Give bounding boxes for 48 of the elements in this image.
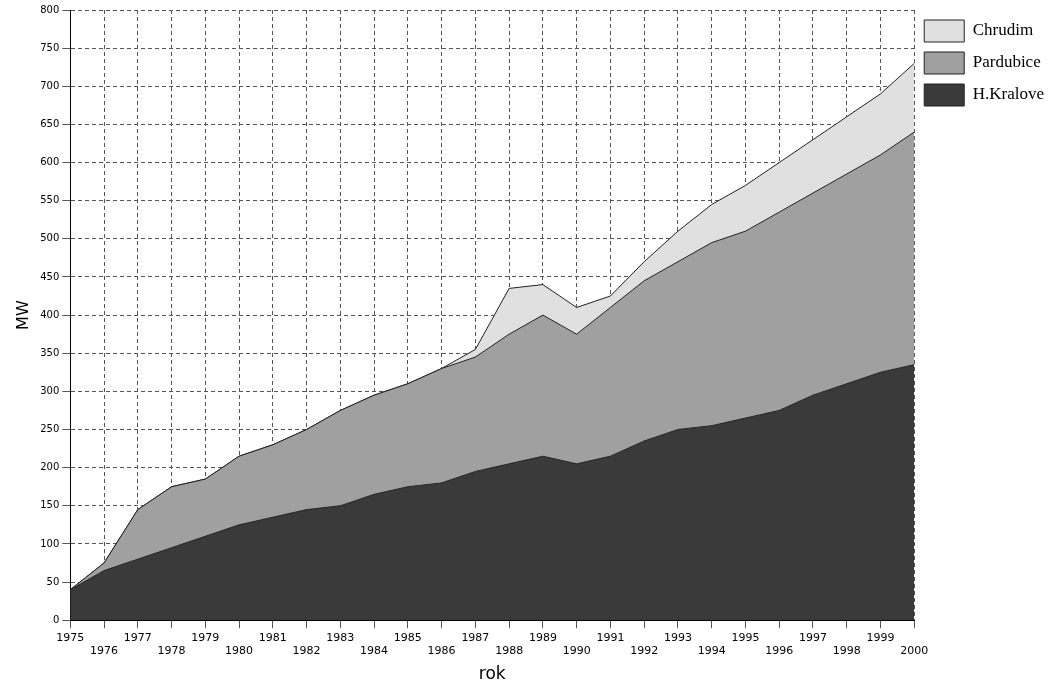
y-tick-label: 450 [40, 270, 60, 282]
x-tick-label: 1975 [56, 630, 85, 644]
x-tick-label: 1985 [393, 630, 422, 644]
y-tick-label: 0 [52, 613, 60, 625]
y-tick-label: 200 [40, 461, 60, 473]
y-tick-label: 300 [40, 384, 60, 396]
x-tick-label: 1977 [123, 630, 152, 644]
x-tick-label: 1996 [765, 643, 794, 657]
x-tick-label: 1979 [191, 630, 220, 644]
y-tick-label: 700 [40, 79, 60, 91]
legend-label: Chrudim [972, 20, 1034, 40]
y-tick-label: 50 [46, 575, 60, 587]
x-tick-label: 1976 [90, 643, 119, 657]
y-tick-label: 500 [40, 232, 60, 244]
y-tick-label: 600 [40, 156, 60, 168]
y-tick-label: 100 [40, 537, 60, 549]
x-tick-label: 1998 [832, 643, 861, 657]
y-axis-title: MW [12, 300, 32, 330]
y-tick-label: 800 [40, 3, 60, 15]
y-tick-label: 250 [40, 423, 60, 435]
x-tick-label: 1980 [225, 643, 254, 657]
x-tick-label: 1990 [562, 643, 591, 657]
x-tick-label: 1988 [495, 643, 524, 657]
x-tick-label: 1999 [866, 630, 895, 644]
x-tick-label: 1987 [461, 630, 490, 644]
y-tick-label: 750 [40, 41, 60, 53]
y-tick-label: 150 [40, 499, 60, 511]
x-tick-label: 1983 [326, 630, 355, 644]
y-tick-label: 650 [40, 118, 60, 130]
x-tick-label: 1993 [663, 630, 692, 644]
y-tick-label: 400 [40, 308, 60, 320]
y-tick-label: 350 [40, 346, 60, 358]
x-tick-label: 1995 [731, 630, 760, 644]
x-tick-label: 1994 [697, 643, 726, 657]
legend-label: H.Kralove [972, 84, 1044, 104]
x-tick-label: 1982 [292, 643, 321, 657]
x-tick-label: 2000 [900, 643, 929, 657]
x-tick-label: 1978 [157, 643, 186, 657]
x-tick-label: 1989 [528, 630, 557, 644]
legend-label: Pardubice [972, 52, 1041, 72]
x-tick-label: 1984 [360, 643, 389, 657]
y-tick-label: 550 [40, 194, 60, 206]
x-tick-label: 1997 [798, 630, 827, 644]
x-axis-title: rok [478, 663, 506, 684]
x-tick-label: 1992 [630, 643, 659, 657]
x-tick-label: 1981 [258, 630, 287, 644]
x-tick-label: 1991 [596, 630, 625, 644]
x-tick-label: 1986 [427, 643, 456, 657]
